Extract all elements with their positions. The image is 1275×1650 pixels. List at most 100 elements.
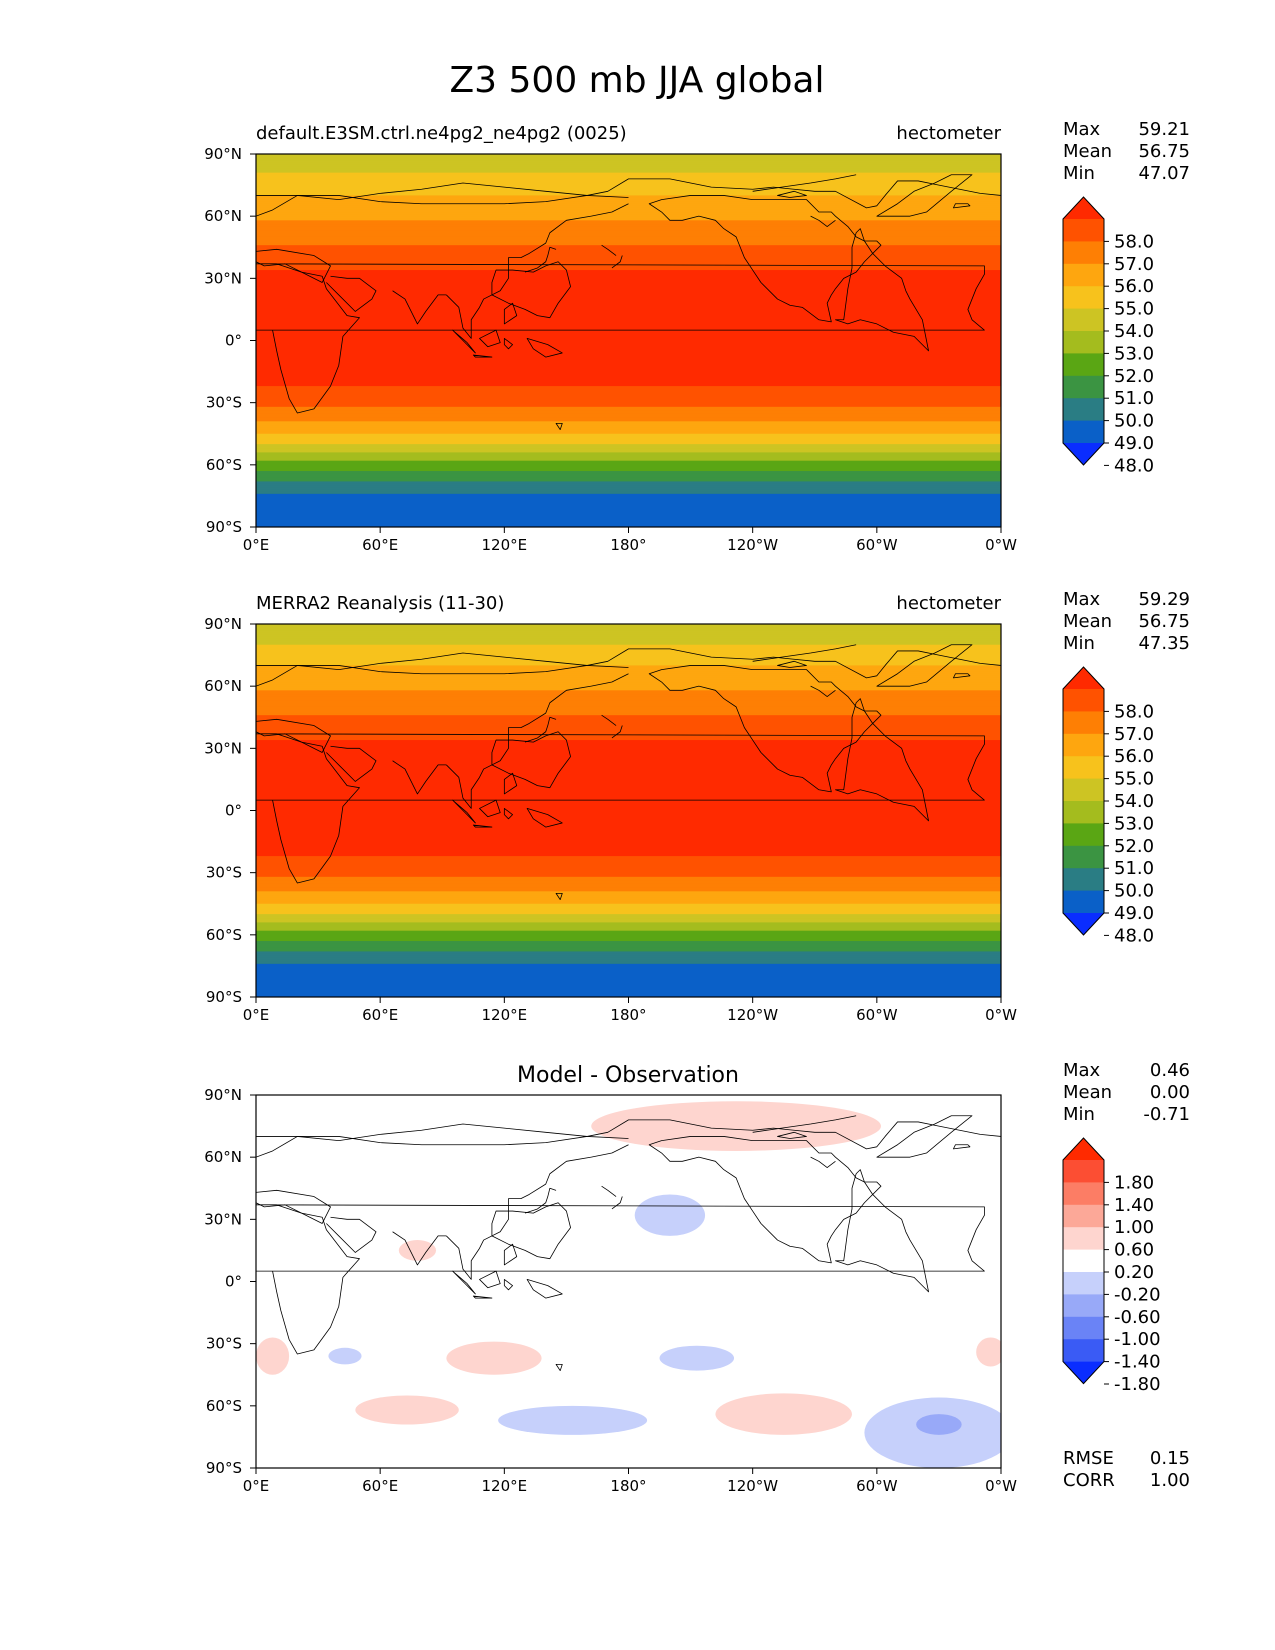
field-band — [256, 307, 1001, 311]
field-band — [256, 381, 1001, 385]
field-band — [256, 191, 1001, 194]
x-tick-label: 120°W — [727, 536, 778, 554]
field-band — [256, 673, 1001, 677]
colorbar-tick-label: 50.0 — [1114, 881, 1154, 902]
field-band — [256, 781, 1001, 785]
colorbar-arrow-top — [1063, 197, 1104, 219]
field-band — [256, 771, 1001, 774]
stat-label: Mean — [1063, 141, 1112, 162]
field-band — [256, 746, 1001, 749]
field-band — [256, 330, 1001, 333]
panel-model-stats: Max 59.21 Mean 56.75 Min 47.07 — [1063, 119, 1190, 184]
stat-label: Min — [1063, 1104, 1095, 1125]
panel-obs-map — [255, 623, 1002, 998]
field-band — [256, 967, 1001, 971]
field-band — [256, 340, 1001, 344]
y-tick-label: 90°N — [204, 1086, 242, 1104]
field-band — [256, 932, 1001, 936]
field-band — [256, 214, 1001, 217]
field-band — [256, 510, 1001, 514]
field-band — [256, 504, 1001, 507]
field-band — [256, 406, 1001, 410]
field-band — [256, 938, 1001, 942]
field-band — [256, 642, 1001, 646]
field-band — [256, 648, 1001, 652]
field-band — [256, 481, 1001, 485]
panel-diff-colorbar: 1.801.401.000.600.20-0.20-0.60-1.00-1.40… — [1062, 1137, 1161, 1395]
field-band — [256, 655, 1001, 658]
field-band — [256, 183, 1001, 186]
stat-value: 59.21 — [1138, 119, 1190, 140]
y-tick-label: 0° — [225, 1273, 242, 1291]
stat-value: 47.35 — [1138, 633, 1190, 654]
field-band — [256, 201, 1001, 205]
field-band — [256, 487, 1001, 491]
field-band — [256, 444, 1001, 447]
field-band — [256, 924, 1001, 928]
field-band — [256, 234, 1001, 238]
field-band — [256, 727, 1001, 731]
anomaly-patch — [659, 1345, 735, 1371]
colorbar-bin — [1063, 1160, 1104, 1183]
field-band — [256, 959, 1001, 963]
panel-model-title: default.E3SM.ctrl.ne4pg2_ne4pg2 (0025) — [256, 123, 627, 144]
field-band — [256, 245, 1001, 248]
stat-label: Min — [1063, 163, 1095, 184]
colorbar-tick-label: -1.40 — [1114, 1352, 1161, 1373]
field-band — [256, 514, 1001, 518]
field-band — [256, 419, 1001, 422]
field-band — [256, 893, 1001, 897]
colorbar-tick-label: 0.60 — [1114, 1240, 1154, 1261]
colorbar-tick-label: 48.0 — [1114, 925, 1154, 946]
field-band — [256, 841, 1001, 845]
field-band — [256, 878, 1001, 882]
field-band — [256, 837, 1001, 841]
field-band — [256, 791, 1001, 795]
field-band — [256, 292, 1001, 296]
field-band — [256, 748, 1001, 752]
field-band — [256, 241, 1001, 244]
x-tick-label: 120°E — [482, 1477, 528, 1495]
colorbar-arrow-top — [1063, 1138, 1104, 1160]
field-band — [256, 760, 1001, 764]
field-band — [256, 717, 1001, 720]
field-band — [256, 359, 1001, 362]
field-band — [256, 866, 1001, 870]
field-band — [256, 930, 1001, 934]
field-band — [256, 851, 1001, 855]
field-band — [256, 974, 1001, 977]
field-band — [256, 355, 1001, 358]
y-tick-label: 90°S — [206, 518, 242, 536]
x-tick-label: 120°E — [482, 536, 528, 554]
field-band — [256, 162, 1001, 165]
field-band — [256, 423, 1001, 427]
field-band — [256, 820, 1001, 824]
field-band — [256, 874, 1001, 878]
field-band — [256, 897, 1001, 901]
field-band — [256, 375, 1001, 379]
field-band — [256, 941, 1001, 944]
panel-diff-stats: Max 0.46 Mean 0.00 Min -0.71 — [1063, 1060, 1190, 1125]
field-band — [256, 889, 1001, 892]
field-band — [256, 822, 1001, 826]
panel-diff-ticks: 0°E 60°E 120°E 180° 120°W 60°W 0°W 90°N 60°N 30°N… — [204, 1086, 1017, 1495]
field-band — [256, 914, 1001, 917]
field-band — [256, 677, 1001, 681]
colorbar-bin — [1063, 845, 1104, 869]
metric-value: 1.00 — [1150, 1470, 1190, 1491]
field-band — [256, 166, 1001, 170]
field-band — [256, 787, 1001, 791]
field-band — [256, 197, 1001, 201]
field-band — [256, 377, 1001, 381]
field-band — [256, 970, 1001, 973]
field-band — [256, 657, 1001, 660]
field-band — [256, 255, 1001, 259]
field-band — [256, 212, 1001, 215]
field-band — [256, 483, 1001, 487]
field-band — [256, 750, 1001, 754]
anomaly-patch — [398, 1240, 437, 1261]
stat-label: Mean — [1063, 611, 1112, 632]
field-band — [256, 675, 1001, 679]
field-band — [256, 437, 1001, 441]
